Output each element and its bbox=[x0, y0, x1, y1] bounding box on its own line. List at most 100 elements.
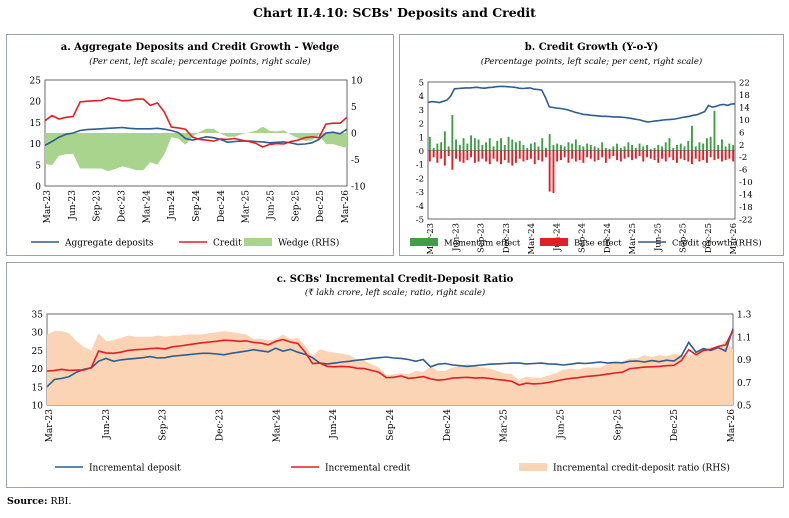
chart-c-ytick-left-0: 10 bbox=[32, 402, 44, 412]
chart-b-base-bar bbox=[653, 150, 656, 161]
chart-b-momentum-bar bbox=[488, 138, 491, 151]
chart-b-base-bar bbox=[574, 150, 577, 162]
chart-b-base-bar bbox=[436, 150, 439, 163]
panel-b-subtitle: (Percentage points, left scale; per cent… bbox=[480, 57, 703, 67]
chart-b-momentum-bar bbox=[455, 139, 457, 151]
chart-b-momentum-bar bbox=[526, 147, 529, 151]
chart-b-ytick-left-9: 4 bbox=[419, 92, 424, 102]
chart-c-xtick-9: Jun-25 bbox=[557, 409, 567, 440]
chart-b-base-bar bbox=[601, 150, 604, 158]
chart-a-xtick-1: Jun-23 bbox=[68, 190, 78, 221]
chart-a-xtick-7: Dec-24 bbox=[217, 190, 227, 222]
chart-c-ytick-right-3: 1.1 bbox=[737, 333, 751, 343]
panel-c: c. SCBs' Incremental Credit-Deposit Rati… bbox=[6, 262, 784, 488]
chart-b-momentum-bar bbox=[451, 114, 454, 151]
chart-c-ratio-area bbox=[47, 331, 733, 405]
chart-c-xtick-6: Sep-24 bbox=[386, 409, 396, 441]
chart-b-momentum-bar bbox=[541, 138, 544, 151]
chart-b-base-bar bbox=[593, 150, 596, 162]
chart-a-xtick-10: Sep-25 bbox=[291, 190, 301, 222]
chart-b-base-bar bbox=[668, 150, 671, 158]
chart-b-xtick-11: Dec-25 bbox=[704, 223, 714, 253]
chart-b-base-bar bbox=[709, 150, 712, 158]
chart-b-momentum-bar bbox=[586, 143, 589, 151]
chart-b-ytick-right-0: -22 bbox=[739, 216, 753, 226]
chart-c-legend-swatch-2 bbox=[519, 463, 547, 471]
chart-b-base-bar bbox=[582, 150, 585, 163]
chart-b-ytick-right-10: 18 bbox=[739, 91, 750, 101]
chart-b-base-bar bbox=[533, 150, 536, 165]
panel-a: a. Aggregate Deposits and Credit Growth … bbox=[6, 34, 394, 256]
chart-b-momentum-bar bbox=[458, 145, 461, 151]
chart-b-momentum-bar bbox=[582, 146, 585, 151]
chart-b-momentum-bar bbox=[440, 142, 443, 151]
chart-b-base-bar bbox=[443, 150, 446, 166]
chart-b-ytick-right-6: 2 bbox=[739, 141, 744, 151]
chart-c-ytick-right-4: 1.3 bbox=[737, 311, 752, 321]
chart-b-momentum-bar bbox=[545, 147, 547, 151]
chart-b-base-bar bbox=[638, 150, 641, 156]
chart-b-base-bar bbox=[488, 150, 491, 165]
chart-b-base-bar bbox=[608, 150, 611, 159]
chart-b-xtick-3: Dec-23 bbox=[502, 223, 512, 253]
chart-b-ytick-left-10: 5 bbox=[419, 79, 424, 89]
chart-a-xtick-6: Sep-24 bbox=[192, 190, 202, 222]
chart-b-base-bar bbox=[500, 150, 502, 165]
main-title: Chart II.4.10: SCBs' Deposits and Credit bbox=[253, 5, 536, 20]
chart-b-momentum-bar bbox=[664, 142, 667, 151]
chart-b-base-bar bbox=[492, 150, 495, 159]
chart-b-momentum-bar bbox=[706, 138, 708, 151]
chart-b-momentum-bar bbox=[721, 139, 723, 151]
chart-b-base-bar bbox=[676, 150, 678, 163]
chart-b-base-bar bbox=[619, 150, 622, 162]
chart-b-momentum-bar bbox=[481, 145, 484, 151]
chart-b-base-bar bbox=[679, 150, 682, 159]
chart-a-ytick-left-2: 10 bbox=[30, 140, 42, 150]
chart-b-ytick-right-1: -18 bbox=[739, 203, 753, 213]
chart-b-momentum-bar bbox=[567, 142, 570, 151]
chart-b-ytick-right-2: -14 bbox=[739, 191, 753, 201]
chart-b-base-bar bbox=[503, 150, 506, 161]
chart-b-base-bar bbox=[545, 150, 547, 158]
chart-b-momentum-bar bbox=[679, 143, 682, 151]
chart-b-base-bar bbox=[481, 150, 484, 159]
chart-b-momentum-bar bbox=[518, 140, 521, 151]
chart-b-base-bar bbox=[713, 150, 716, 161]
chart-b-momentum-bar bbox=[612, 146, 615, 151]
chart-b-momentum-bar bbox=[608, 149, 611, 151]
chart-b-base-bar bbox=[634, 150, 637, 159]
chart-b-ytick-left-1: -4 bbox=[416, 202, 424, 212]
chart-b-base-bar bbox=[732, 150, 735, 162]
chart-b-base-bar bbox=[496, 150, 499, 162]
chart-b-base-bar bbox=[664, 150, 667, 162]
chart-c-xtick-1: Jun-23 bbox=[102, 409, 112, 440]
chart-b-momentum-bar bbox=[709, 136, 712, 151]
chart-b-xtick-6: Sep-24 bbox=[578, 223, 588, 253]
chart-b-momentum-bar bbox=[589, 145, 592, 151]
chart-a-legend-label-0: Aggregate deposits bbox=[64, 239, 154, 249]
chart-b-momentum-bar bbox=[638, 143, 641, 151]
chart-b-base-bar bbox=[511, 150, 514, 166]
chart-b-base-bar bbox=[548, 150, 551, 192]
chart-b-momentum-bar bbox=[556, 143, 559, 151]
chart-b-ytick-right-5: -2 bbox=[739, 153, 747, 163]
chart-b-ytick-left-5: 0 bbox=[419, 147, 424, 157]
chart-a-deposits-line bbox=[44, 126, 348, 147]
chart-a-ytick-right-3: 5 bbox=[351, 103, 357, 113]
chart-b-momentum-bar bbox=[507, 136, 510, 151]
chart-b-base-bar bbox=[687, 150, 690, 162]
chart-b-momentum-bar bbox=[470, 135, 472, 151]
chart-b-base-bar bbox=[717, 150, 720, 159]
chart-c-ytick-left-2: 20 bbox=[32, 365, 44, 375]
chart-b-base-bar bbox=[706, 150, 708, 163]
panel-c-title: c. SCBs' Incremental Credit-Deposit Rati… bbox=[276, 274, 514, 285]
chart-b-momentum-bar bbox=[649, 149, 652, 151]
chart-b-xtick-10: Sep-25 bbox=[679, 223, 689, 253]
chart-b-momentum-bar bbox=[496, 140, 499, 151]
chart-b-momentum-bar bbox=[436, 143, 439, 151]
chart-b-momentum-bar bbox=[485, 142, 487, 151]
chart-b-momentum-bar bbox=[447, 146, 450, 151]
chart-b-momentum-bar bbox=[500, 138, 502, 151]
chart-b-base-bar bbox=[518, 150, 521, 159]
chart-b-momentum-bar bbox=[627, 142, 630, 151]
